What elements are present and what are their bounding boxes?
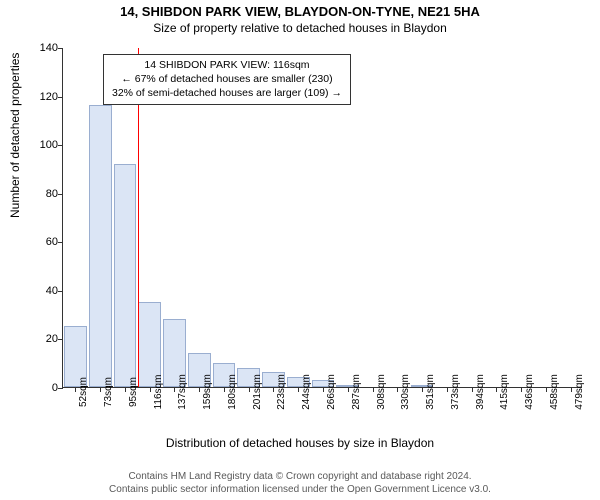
- y-tick-label: 140: [40, 42, 58, 54]
- x-tick-mark: [298, 387, 299, 392]
- x-tick-mark: [397, 387, 398, 392]
- y-tick-mark: [58, 145, 63, 146]
- y-tick-label: 20: [46, 333, 58, 345]
- x-tick-mark: [273, 387, 274, 392]
- footer-line-1: Contains HM Land Registry data © Crown c…: [0, 470, 600, 483]
- x-tick-label: 95sqm: [128, 377, 139, 407]
- x-tick-label: 201sqm: [252, 374, 263, 410]
- annotation-box: 14 SHIBDON PARK VIEW: 116sqm← 67% of det…: [103, 54, 351, 105]
- x-tick-mark: [546, 387, 547, 392]
- y-tick-label: 100: [40, 139, 58, 151]
- histogram-bar: [114, 164, 137, 387]
- chart-title: 14, SHIBDON PARK VIEW, BLAYDON-ON-TYNE, …: [0, 4, 600, 19]
- x-tick-label: 223sqm: [276, 374, 287, 410]
- x-tick-mark: [75, 387, 76, 392]
- x-tick-label: 436sqm: [524, 374, 535, 410]
- y-tick-label: 80: [46, 188, 58, 200]
- x-tick-mark: [199, 387, 200, 392]
- x-tick-label: 415sqm: [499, 374, 510, 410]
- x-tick-label: 52sqm: [78, 377, 89, 407]
- x-tick-mark: [521, 387, 522, 392]
- x-tick-label: 266sqm: [326, 374, 337, 410]
- histogram-bar: [89, 105, 112, 387]
- x-tick-mark: [150, 387, 151, 392]
- x-tick-label: 330sqm: [400, 374, 411, 410]
- x-tick-label: 394sqm: [475, 374, 486, 410]
- y-tick-mark: [58, 48, 63, 49]
- y-tick-mark: [58, 242, 63, 243]
- annotation-line: 32% of semi-detached houses are larger (…: [112, 86, 342, 100]
- chart-footer: Contains HM Land Registry data © Crown c…: [0, 470, 600, 496]
- x-tick-mark: [422, 387, 423, 392]
- x-axis-label: Distribution of detached houses by size …: [0, 436, 600, 450]
- x-tick-label: 373sqm: [450, 374, 461, 410]
- x-tick-label: 458sqm: [549, 374, 560, 410]
- x-tick-label: 73sqm: [103, 377, 114, 407]
- x-tick-label: 287sqm: [351, 374, 362, 410]
- x-tick-mark: [373, 387, 374, 392]
- x-tick-label: 479sqm: [574, 374, 585, 410]
- y-tick-label: 40: [46, 285, 58, 297]
- x-tick-label: 116sqm: [153, 375, 164, 410]
- x-tick-label: 244sqm: [301, 374, 312, 410]
- x-tick-mark: [249, 387, 250, 392]
- y-tick-mark: [58, 194, 63, 195]
- x-tick-mark: [174, 387, 175, 392]
- x-tick-mark: [323, 387, 324, 392]
- x-tick-label: 180sqm: [227, 374, 238, 410]
- x-tick-mark: [496, 387, 497, 392]
- x-tick-label: 137sqm: [177, 374, 188, 410]
- y-tick-label: 0: [52, 382, 58, 394]
- x-tick-mark: [125, 387, 126, 392]
- x-tick-label: 308sqm: [376, 374, 387, 410]
- y-tick-label: 120: [40, 91, 58, 103]
- x-tick-mark: [472, 387, 473, 392]
- x-tick-mark: [348, 387, 349, 392]
- x-tick-label: 351sqm: [425, 374, 436, 410]
- annotation-line: 14 SHIBDON PARK VIEW: 116sqm: [112, 58, 342, 72]
- x-tick-mark: [571, 387, 572, 392]
- y-tick-mark: [58, 97, 63, 98]
- y-tick-mark: [58, 388, 63, 389]
- x-tick-mark: [447, 387, 448, 392]
- chart-plot-area: 14 SHIBDON PARK VIEW: 116sqm← 67% of det…: [62, 48, 582, 388]
- chart-subtitle: Size of property relative to detached ho…: [0, 21, 600, 35]
- annotation-line: ← 67% of detached houses are smaller (23…: [112, 72, 342, 86]
- y-tick-mark: [58, 339, 63, 340]
- y-tick-mark: [58, 291, 63, 292]
- x-tick-mark: [100, 387, 101, 392]
- y-axis-label: Number of detached properties: [8, 53, 22, 218]
- x-tick-mark: [224, 387, 225, 392]
- footer-line-2: Contains public sector information licen…: [0, 483, 600, 496]
- y-tick-label: 60: [46, 236, 58, 248]
- x-tick-label: 159sqm: [202, 374, 213, 410]
